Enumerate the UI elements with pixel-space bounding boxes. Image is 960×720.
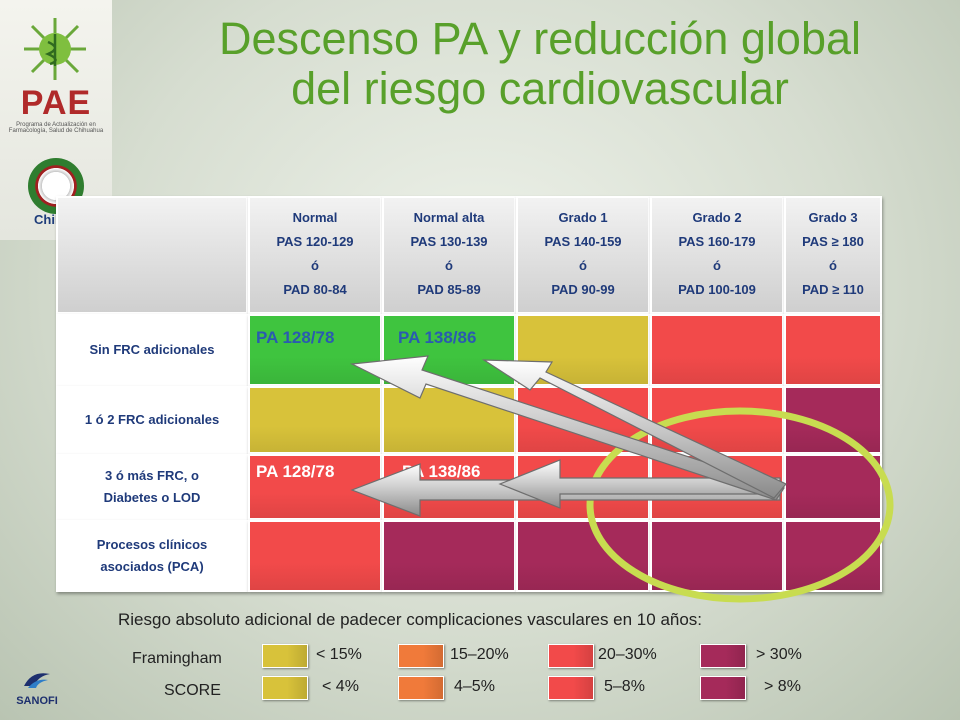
column-header-line: ó — [311, 258, 319, 273]
risk-cell-r4-c3 — [516, 520, 650, 592]
pa-annotation-row3-a: PA 128/78 — [256, 462, 335, 481]
legend-framingham-label: Framingham — [132, 650, 222, 667]
arrow-row3-normal-alta — [498, 459, 781, 509]
column-header-5: Grado 3 PAS ≥ 180 ó PAD ≥ 110 — [784, 196, 882, 314]
legend-label-framingham-3: 20–30% — [598, 646, 657, 663]
caduceus-logo-icon — [24, 18, 86, 80]
legend-swatch-score-3 — [548, 676, 594, 700]
column-header-line: Normal — [292, 210, 338, 225]
row-label-line: 1 ó 2 FRC adicionales — [84, 412, 220, 427]
risk-cell-r3-c5 — [784, 454, 882, 520]
column-header-2: Normal alta PAS 130-139 ó PAD 85-89 — [382, 196, 516, 314]
risk-cell-r4-c4 — [650, 520, 784, 592]
column-header-line: ó — [713, 258, 721, 273]
risk-cell-r1-c1 — [248, 314, 382, 386]
risk-matrix: Normal PAS 120-129 ó PAD 80-84 Normal alta PA… — [56, 196, 882, 596]
row-label-2: 1 ó 2 FRC adicionales — [56, 386, 248, 454]
column-header-line: ó — [579, 258, 587, 273]
pa-annotation-row3-b: PA 138/86 — [402, 462, 481, 481]
column-header-3: Grado 1 PAS 140-159 ó PAD 90-99 — [516, 196, 650, 314]
risk-cell-r2-c2 — [382, 386, 516, 454]
column-header-line: PAD 90-99 — [551, 282, 615, 297]
legend-label-score-3: 5–8% — [604, 678, 645, 695]
column-header-line: PAD 85-89 — [417, 282, 481, 297]
pa-annotation-row1-b: PA 138/86 — [398, 328, 477, 347]
risk-cell-r2-c1 — [248, 386, 382, 454]
legend-swatch-framingham-2 — [398, 644, 444, 668]
legend-label-score-2: 4–5% — [454, 678, 495, 695]
legend-label-score-1: < 4% — [322, 678, 359, 695]
row-label-3: 3 ó más FRC, o Diabetes o LOD — [56, 454, 248, 520]
arrow-row1-normal — [349, 355, 785, 501]
row-label-line: 3 ó más FRC, o — [105, 468, 199, 483]
row-label-line: Sin FRC adicionales — [89, 342, 215, 357]
row-label-1: Sin FRC adicionales — [56, 314, 248, 386]
column-header-line: PAD 100-109 — [678, 282, 756, 297]
legend-swatch-score-2 — [398, 676, 444, 700]
column-header-4: Grado 2 PAS 160-179 ó PAD 100-109 — [650, 196, 784, 314]
header-corner — [56, 196, 248, 314]
sanofi-text: SANOFI — [16, 695, 58, 707]
column-header-line: Grado 2 — [692, 210, 742, 225]
legend-swatch-framingham-3 — [548, 644, 594, 668]
sanofi-logo: SANOFI — [14, 668, 60, 707]
row-label-line: Procesos clínicos — [96, 537, 208, 552]
legend-swatch-score-1 — [262, 676, 308, 700]
risk-cell-r2-c5 — [784, 386, 882, 454]
legend-title: Riesgo absoluto adicional de padecer com… — [118, 610, 703, 629]
column-header-line: PAS 160-179 — [678, 234, 756, 249]
column-header-line: Normal alta — [413, 210, 485, 225]
risk-cell-r4-c1 — [248, 520, 382, 592]
arrow-row1-normal-alta — [481, 359, 787, 499]
logo-subtitle: Programa de Actualización en Farmacologí… — [8, 122, 104, 134]
legend-label-framingham-4: > 30% — [756, 646, 802, 663]
legend-swatch-framingham-1 — [262, 644, 308, 668]
column-header-line: Grado 1 — [558, 210, 608, 225]
logo-text: PAE — [20, 84, 92, 122]
legend-swatch-framingham-4 — [700, 644, 746, 668]
column-header-line: ó — [445, 258, 453, 273]
legend-label-score-4: > 8% — [764, 678, 801, 695]
sanofi-bird-icon — [24, 673, 50, 688]
row-label-line: asociados (PCA) — [100, 559, 204, 574]
legend-swatch-score-4 — [700, 676, 746, 700]
highlight-ellipse — [586, 407, 894, 603]
legend-score-label: SCORE — [164, 682, 221, 699]
column-header-line: PAD ≥ 110 — [802, 282, 864, 297]
logo-panel: PAE Programa de Actualización en Farmaco… — [0, 0, 112, 240]
column-header-line: ó — [829, 258, 837, 273]
column-header-line: PAD 80-84 — [283, 282, 347, 297]
column-header-line: Grado 3 — [808, 210, 858, 225]
title-line-1: Descenso PA y reducción global — [218, 13, 862, 64]
column-header-line: PAS 130-139 — [410, 234, 488, 249]
risk-cell-r4-c2 — [382, 520, 516, 592]
row-label-4: Procesos clínicos asociados (PCA) — [56, 520, 248, 592]
row-label-line: Diabetes o LOD — [103, 490, 201, 505]
risk-cell-r1-c5 — [784, 314, 882, 386]
risk-cell-r1-c4 — [650, 314, 784, 386]
legend-label-framingham-1: < 15% — [316, 646, 362, 663]
page-title: Descenso PA y reducción global del riesg… — [140, 14, 940, 114]
column-header-line: PAS 140-159 — [544, 234, 622, 249]
title-line-2: del riesgo cardiovascular — [291, 63, 789, 114]
legend-label-framingham-2: 15–20% — [450, 646, 509, 663]
column-header-line: PAS ≥ 180 — [802, 234, 864, 249]
pa-annotation-row1-a: PA 128/78 — [256, 328, 335, 347]
column-header-1: Normal PAS 120-129 ó PAD 80-84 — [248, 196, 382, 314]
column-header-line: PAS 120-129 — [276, 234, 354, 249]
